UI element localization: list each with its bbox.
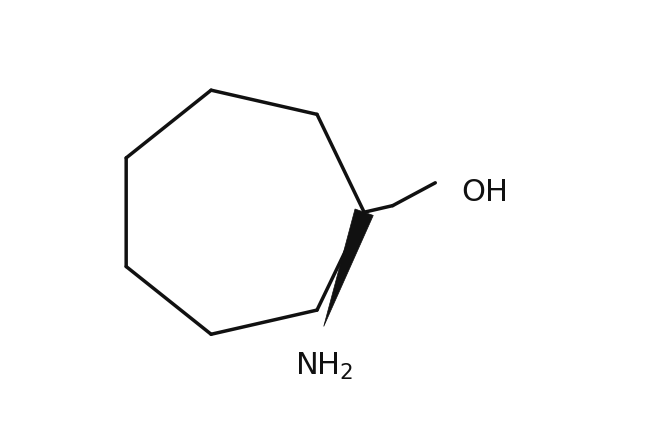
Text: NH$_2$: NH$_2$	[295, 351, 353, 382]
Text: OH: OH	[461, 178, 508, 207]
Polygon shape	[324, 209, 373, 326]
